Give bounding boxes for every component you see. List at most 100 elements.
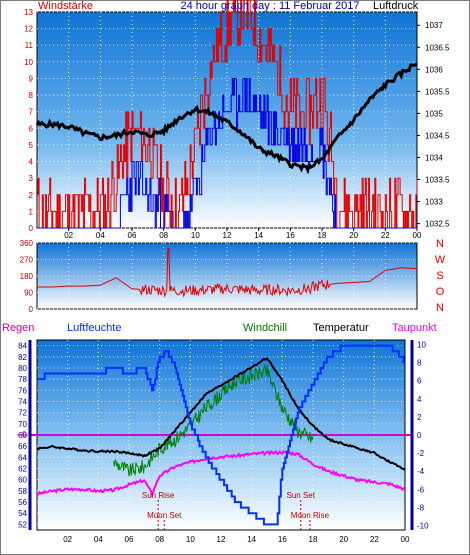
top-x-tick-label: 16 [286, 231, 295, 240]
astro-annotation-label: Moon Set [147, 511, 182, 520]
top-x-tick-label: 04 [96, 231, 105, 240]
compass-letter: N [436, 238, 444, 250]
humidity-tick-label: 64 [18, 453, 27, 462]
temperature-tick-label: 0 [417, 431, 422, 440]
wind-tick-label: 10 [24, 58, 33, 67]
top-x-tick-label: 00 [413, 231, 422, 240]
astro-annotation-label: Sun Set [286, 491, 315, 500]
direction-tick-label: 270 [20, 256, 34, 265]
wind-tick-label: 8 [29, 91, 34, 100]
series-windchill-line [113, 364, 314, 477]
humidity-tick-label: 52 [18, 520, 27, 529]
wind-tick-label: 13 [24, 8, 33, 17]
wind-tick-label: 5 [29, 141, 34, 150]
wind-tick-label: 1 [29, 207, 34, 216]
wind-tick-label: 9 [29, 74, 34, 83]
pressure-tick-label: 1034.5 [425, 131, 450, 140]
wind-tick-label: 3 [29, 174, 34, 183]
series-gust-line [37, 0, 418, 229]
humidity-tick-label: 80 [18, 364, 27, 373]
bottom-x-tick-label: 16 [278, 535, 287, 544]
temperature-tick-label: 2 [417, 413, 422, 422]
series-temperature-line [36, 357, 406, 471]
wind-tick-label: 2 [29, 191, 34, 200]
direction-tick-label: 180 [20, 272, 34, 281]
series-pressure-line [35, 62, 418, 175]
humidity-tick-label: 74 [18, 397, 27, 406]
legend-temperature: Temperatur [313, 322, 369, 334]
bottom-x-tick-label: 14 [247, 535, 256, 544]
direction-tick-label: 0 [29, 305, 34, 314]
temperature-tick-label: 4 [417, 395, 422, 404]
bottom-x-tick-label: 04 [94, 535, 103, 544]
astro-annotation-label: Moon Rise [291, 511, 330, 520]
temperature-tick-label: 6 [417, 377, 422, 386]
pressure-tick-label: 1033 [425, 198, 443, 207]
temperature-tick-label: 8 [417, 359, 422, 368]
humidity-tick-label: 54 [18, 509, 27, 518]
compass-letter: N [436, 302, 444, 314]
direction-tick-label: 360 [20, 239, 34, 248]
temperature-tick-label: -8 [417, 503, 425, 512]
temperature-tick-label: 10 [417, 341, 426, 350]
humidity-tick-label: 72 [18, 409, 27, 418]
pressure-tick-label: 1035.5 [425, 87, 450, 96]
bottom-x-tick-label: 20 [339, 535, 348, 544]
top-x-tick-label: 02 [64, 231, 73, 240]
top-x-tick-label: 18 [318, 231, 327, 240]
temperature-tick-label: -4 [417, 467, 425, 476]
top-x-tick-label: 06 [128, 231, 137, 240]
top-x-tick-label: 22 [381, 231, 390, 240]
compass-letter: O [436, 286, 445, 298]
wind-tick-label: 7 [29, 108, 34, 117]
bottom-x-tick-label: 22 [370, 535, 379, 544]
series-dewpoint-line [36, 450, 405, 498]
bottom-x-tick-label: 00 [401, 535, 410, 544]
compass-letter: S [436, 270, 443, 282]
legend-dewpoint: Taupunkt [392, 322, 437, 334]
humidity-tick-label: 84 [18, 342, 27, 351]
pressure-tick-label: 1036 [425, 65, 443, 74]
bottom-x-tick-label: 08 [155, 535, 164, 544]
humidity-tick-label: 62 [18, 465, 27, 474]
bottom-x-tick-label: 10 [186, 535, 195, 544]
rain-zero-label: 0 [22, 430, 27, 439]
pressure-tick-label: 1037 [425, 21, 443, 30]
humidity-tick-label: 78 [18, 375, 27, 384]
wind-tick-label: 4 [29, 158, 34, 167]
pressure-tick-label: 1033.5 [425, 176, 450, 185]
series-direction-line [37, 248, 418, 298]
humidity-tick-label: 82 [18, 353, 27, 362]
legend-humidity: Luftfeuchte [67, 322, 121, 334]
wind-tick-label: 6 [29, 124, 34, 133]
humidity-tick-label: 60 [18, 476, 27, 485]
astro-annotation-label: Sun Rise [142, 491, 175, 500]
direction-tick-label: 90 [24, 289, 33, 298]
top-x-tick-label: 10 [191, 231, 200, 240]
humidity-tick-label: 56 [18, 498, 27, 507]
wind-tick-label: 11 [25, 41, 34, 50]
humidity-tick-label: 66 [18, 442, 27, 451]
bottom-x-tick-label: 06 [125, 535, 134, 544]
series-wind-line [37, 78, 417, 229]
pressure-tick-label: 1034 [425, 153, 443, 162]
wind-tick-label: 0 [29, 224, 34, 233]
wind-tick-label: 12 [24, 25, 33, 34]
top-x-tick-label: 12 [223, 231, 232, 240]
humidity-tick-label: 58 [18, 487, 27, 496]
series-humidity-line [37, 344, 405, 526]
bottom-x-tick-label: 12 [217, 535, 226, 544]
top-x-tick-label: 14 [254, 231, 263, 240]
top-left-label: Windstärke [38, 0, 93, 12]
temperature-tick-label: -6 [417, 485, 425, 494]
bottom-x-tick-label: 02 [63, 535, 72, 544]
temperature-tick-label: -10 [417, 521, 429, 530]
top-x-tick-label: 08 [159, 231, 168, 240]
top-right-label: Luftdruck [373, 0, 419, 12]
pressure-tick-label: 1032.5 [425, 220, 450, 229]
chart-title: 24 hour graph day : 11 Februar 2017 [181, 0, 360, 12]
legend-rain: Regen [2, 322, 34, 334]
pressure-tick-label: 1036.5 [425, 43, 450, 52]
legend-windchill: Windchill [243, 322, 287, 334]
bottom-x-tick-label: 18 [309, 535, 318, 544]
